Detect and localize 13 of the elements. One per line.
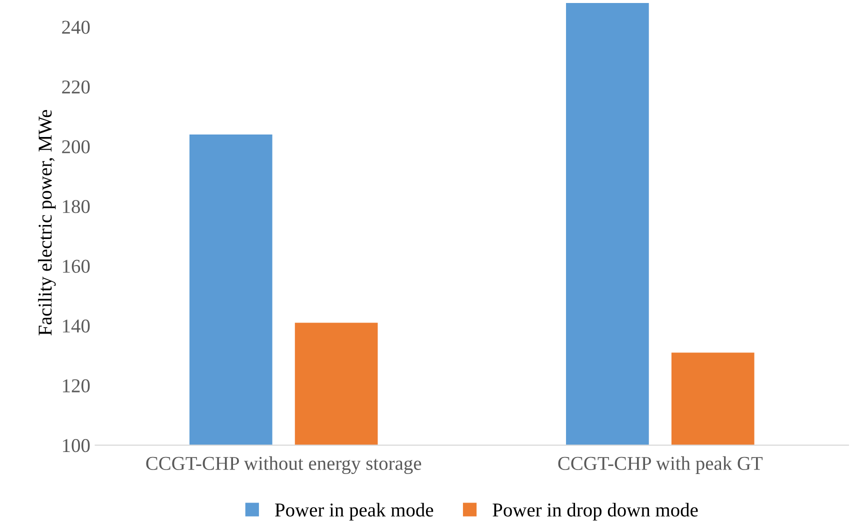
- x-tick-label: CCGT-CHP with peak GT: [558, 456, 763, 474]
- y-tick-label: 120: [62, 379, 90, 392]
- legend-label: Power in drop down mode: [492, 502, 698, 521]
- y-tick-label: 220: [62, 80, 90, 94]
- legend-label: Power in peak mode: [275, 502, 434, 521]
- y-axis-title: Facility electric power, MWe: [38, 110, 56, 336]
- y-tick-label: 180: [62, 200, 90, 214]
- y-tick-label: 160: [62, 260, 90, 273]
- y-tick-label: 140: [62, 320, 90, 333]
- y-tick-label: 100: [62, 439, 90, 452]
- x-tick-label: CCGT-CHP without energy storage: [146, 456, 422, 474]
- y-tick-label: 240: [62, 20, 90, 34]
- y-tick-label: 200: [62, 140, 90, 154]
